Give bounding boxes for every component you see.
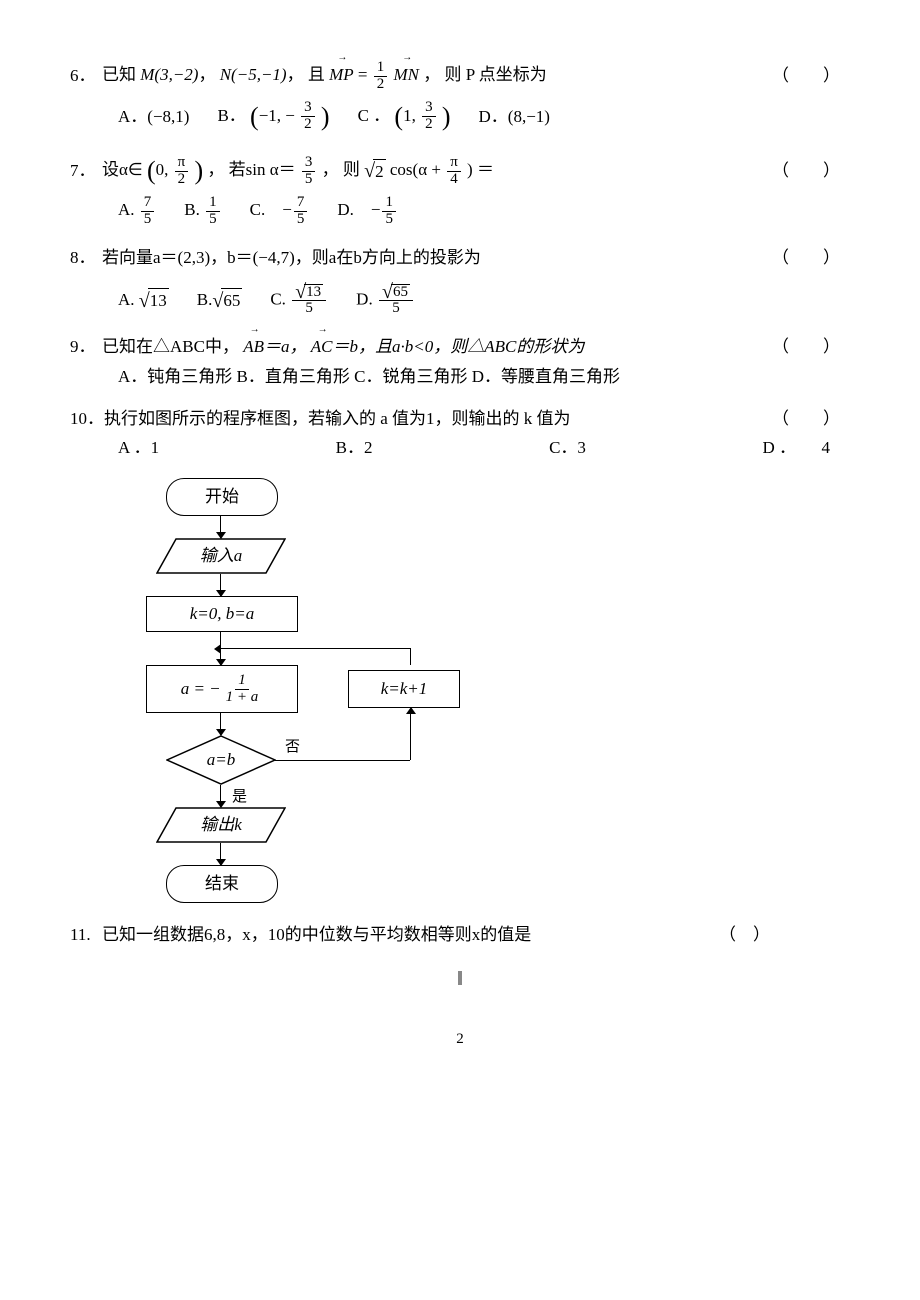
q11-blank: （ ） — [719, 923, 770, 947]
question-9: 9． 已知在△ABC中， AB＝a， AC＝b，且a·b<0，则△ABC的形状为… — [70, 335, 850, 389]
q7-opt-b: B. 15 — [184, 195, 221, 228]
flow-input: 输入a — [156, 538, 286, 574]
flow-decision: a=b — [166, 735, 276, 785]
flow-start: 开始 — [166, 478, 278, 516]
q8-opt-c: C. √135 — [270, 284, 328, 318]
q7-opt-d: D. −15 — [337, 195, 398, 228]
q10-opt-a: A ．1 — [118, 436, 159, 460]
cursor-icon — [458, 971, 462, 985]
q8-options: A. √13 B.√65 C. √135 D. √655 — [118, 284, 850, 318]
q9-options: A．钝角三角形 B．直角三角形 C．锐角三角形 D．等腰直角三角形 — [118, 365, 850, 389]
q8-blank: （ ） — [772, 246, 840, 270]
question-10: 10． 执行如图所示的程序框图，若输入的 a 值为1，则输出的 k 值为 （ ）… — [70, 407, 850, 461]
q7-number: 7． — [70, 159, 102, 183]
q10-opt-b: B．2 — [336, 436, 373, 460]
arrow-up-icon — [406, 707, 416, 714]
q10-stem: 执行如图所示的程序框图，若输入的 a 值为1，则输出的 k 值为 — [104, 407, 571, 431]
q6-options: A．(−8,1) B． (−1, − 32 ) C ． (1, 32 ) D．(… — [118, 99, 850, 135]
q10-options: A ．1 B．2 C．3 D ． 4 — [118, 436, 850, 460]
q7-opt-a: A. 75 — [118, 195, 156, 228]
flow-increment: k=k+1 — [348, 670, 460, 708]
q8-opt-d: D. √655 — [356, 284, 415, 318]
arrow-icon — [220, 649, 221, 665]
q8-opt-a: A. √13 — [118, 288, 169, 313]
line-icon — [220, 648, 410, 649]
q7-opt-c: C. −75 — [250, 195, 310, 228]
q9-stem: 已知在△ABC中， AB＝a， AC＝b，且a·b<0，则△ABC的形状为 — [102, 335, 584, 359]
arrow-icon — [220, 843, 221, 865]
arrow-icon — [220, 785, 221, 807]
page-number: 2 — [70, 1029, 850, 1050]
arrow-icon — [220, 516, 221, 538]
q6-opt-c: C ． (1, 32 ) — [358, 99, 451, 135]
q9-number: 9． — [70, 335, 102, 359]
question-8: 8． 若向量a＝(2,3)，b＝(−4,7)，则a在b方向上的投影为 （ ） A… — [70, 246, 850, 317]
flow-assign: a = − 11 + a — [146, 665, 298, 713]
q8-stem: 若向量a＝(2,3)，b＝(−4,7)，则a在b方向上的投影为 — [102, 246, 481, 270]
q10-number: 10． — [70, 407, 104, 431]
q10-opt-c: C．3 — [549, 436, 586, 460]
arrow-icon — [220, 713, 221, 735]
question-7: 7． 设α∈ (0, π2 ) ， 若sin α＝ 35 ， 则 √2 cos(… — [70, 153, 850, 228]
line-icon — [275, 760, 410, 761]
line-icon — [410, 710, 411, 760]
q7-stem: 设α∈ (0, π2 ) ， 若sin α＝ 35 ， 则 √2 cos(α +… — [102, 153, 494, 189]
q7-options: A. 75 B. 15 C. −75 D. −15 — [118, 195, 850, 228]
q8-number: 8． — [70, 246, 102, 270]
flow-yes-label: 是 — [232, 787, 247, 808]
q7-blank: （ ） — [772, 159, 840, 183]
flow-no-label: 否 — [285, 737, 300, 758]
q9-blank: （ ） — [772, 335, 840, 359]
q6-number: 6． — [70, 64, 102, 88]
flowchart: 开始 输入a k=0, b=a a = − 11 + a k=k+1 a=b — [140, 478, 480, 903]
q6-opt-d: D．(8,−1) — [479, 105, 550, 129]
arrow-icon — [220, 574, 221, 596]
question-6: 6． 已知 M(3,−2)， N(−5,−1)， 且 MP = 12 MN ， … — [70, 60, 850, 135]
flow-end: 结束 — [166, 865, 278, 903]
q10-opt-d: D ． 4 — [762, 436, 830, 460]
flow-output: 输出k — [156, 807, 286, 843]
q6-opt-b: B． (−1, − 32 ) — [217, 99, 329, 135]
q11-number: 11. — [70, 923, 102, 947]
q10-blank: （ ） — [772, 407, 840, 431]
q6-opt-a: A．(−8,1) — [118, 105, 189, 129]
line-icon — [410, 648, 411, 665]
q11-stem: 已知一组数据6,8，x，10的中位数与平均数相等则x的值是 — [102, 923, 531, 947]
flow-init: k=0, b=a — [146, 596, 298, 632]
q8-opt-b: B.√65 — [197, 288, 243, 313]
q6-blank: （ ） — [772, 64, 840, 88]
question-11: 11. 已知一组数据6,8，x，10的中位数与平均数相等则x的值是 （ ） — [70, 923, 850, 947]
q6-stem: 已知 M(3,−2)， N(−5,−1)， 且 MP = 12 MN ， 则 P… — [102, 60, 547, 93]
